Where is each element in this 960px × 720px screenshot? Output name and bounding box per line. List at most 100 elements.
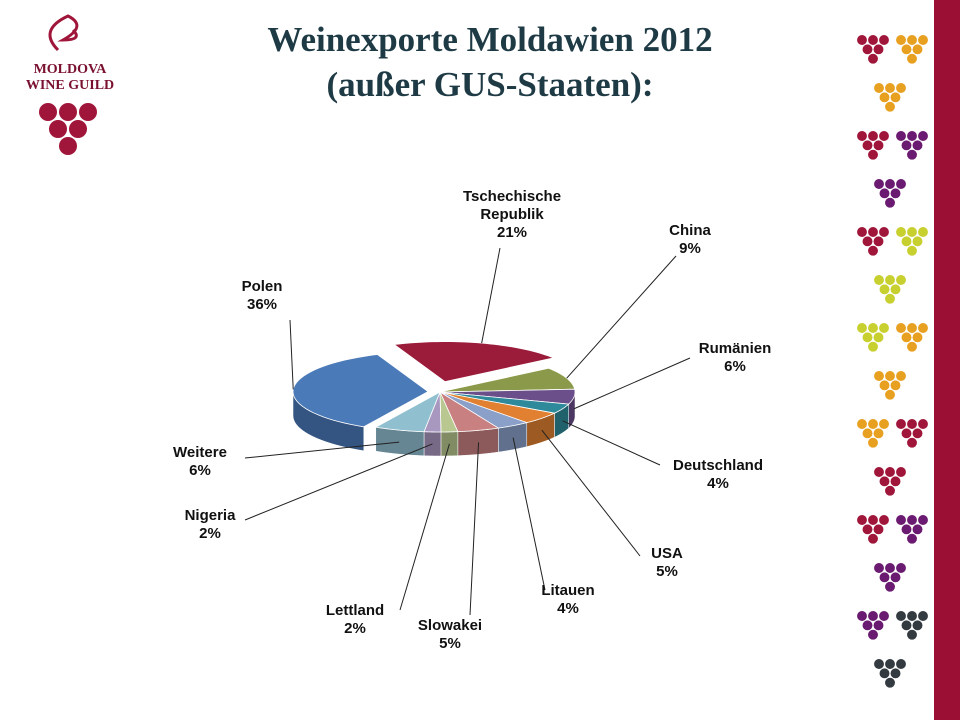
grape	[885, 467, 895, 477]
value-label: 5%	[439, 635, 461, 652]
grape	[901, 428, 912, 439]
grape	[857, 323, 867, 333]
category-label: Litauen	[541, 582, 595, 599]
value-label: 36%	[246, 296, 278, 313]
slice	[439, 391, 459, 433]
grape	[868, 611, 878, 621]
leader-line	[244, 441, 400, 459]
grape	[885, 659, 895, 669]
grape	[873, 620, 884, 631]
grape	[890, 572, 901, 583]
data-label: USA 5%	[651, 545, 683, 581]
grape	[868, 437, 878, 448]
slice-sides	[292, 391, 576, 457]
chart-title: Weinexporte Moldawien 2012	[267, 20, 713, 59]
value-label: 9%	[679, 240, 701, 257]
slice	[439, 388, 576, 405]
grape	[918, 227, 928, 237]
grape	[907, 149, 917, 160]
grape	[912, 236, 923, 247]
grape	[907, 419, 917, 429]
grape	[890, 92, 901, 103]
leader-line	[399, 443, 450, 611]
grape	[862, 524, 873, 535]
grape	[874, 659, 884, 669]
grape	[890, 380, 901, 391]
leader-line	[541, 429, 641, 557]
value-label: 6%	[189, 462, 211, 479]
value-label: 6%	[724, 358, 746, 375]
grape	[879, 227, 889, 237]
grape	[885, 275, 895, 285]
category-label: Slowakei	[417, 617, 483, 634]
logo-line: WINE GUILD	[25, 78, 115, 93]
grape	[901, 524, 912, 535]
grape	[890, 284, 901, 295]
grape	[890, 476, 901, 487]
grape	[874, 179, 884, 189]
category-label: Polen	[241, 278, 283, 295]
data-label: Rumänien 6%	[699, 340, 772, 376]
grape	[901, 44, 912, 55]
slice	[439, 391, 529, 429]
grape	[885, 581, 895, 592]
grape	[918, 35, 928, 45]
grape	[879, 419, 889, 429]
grape	[873, 524, 884, 535]
grape	[862, 236, 873, 247]
grape	[857, 515, 867, 525]
grape	[879, 611, 889, 621]
grape	[874, 563, 884, 573]
grape	[912, 620, 923, 631]
grape	[879, 35, 889, 45]
grape	[862, 332, 873, 343]
category-label: China	[669, 222, 711, 239]
grape	[907, 35, 917, 45]
grape	[907, 227, 917, 237]
grape	[879, 380, 890, 391]
grape	[907, 629, 917, 640]
data-label: Lettland 2%	[326, 602, 384, 638]
grape	[868, 53, 878, 64]
grape	[907, 53, 917, 64]
grape	[879, 668, 890, 679]
side-bar	[934, 0, 960, 720]
grape	[896, 131, 906, 141]
grape	[879, 188, 890, 199]
grape	[874, 275, 884, 285]
grape	[896, 227, 906, 237]
slice-side	[423, 431, 442, 457]
grape	[885, 485, 895, 496]
category-label: Tschechische Republik	[462, 188, 562, 223]
grape	[896, 179, 906, 189]
grape	[896, 83, 906, 93]
grape	[896, 563, 906, 573]
grape	[857, 131, 867, 141]
value-label: 2%	[344, 620, 366, 637]
grape	[873, 332, 884, 343]
grape	[868, 419, 878, 429]
grape	[907, 245, 917, 256]
value-label: 2%	[199, 525, 221, 542]
grape	[896, 323, 906, 333]
grape	[918, 419, 928, 429]
leader-line	[289, 319, 294, 390]
grape	[912, 524, 923, 535]
grape	[890, 188, 901, 199]
category-label: USA	[651, 545, 683, 562]
data-label: Litauen 4%	[541, 582, 594, 618]
grape	[868, 35, 878, 45]
grape	[896, 35, 906, 45]
slice	[374, 391, 441, 433]
category-label: Deutschland	[672, 457, 764, 474]
grape	[907, 611, 917, 621]
slice	[439, 390, 500, 433]
grape	[868, 533, 878, 544]
slice	[439, 391, 556, 424]
data-label: Polen 36%	[242, 278, 283, 314]
grape	[885, 389, 895, 400]
grape	[862, 428, 873, 439]
grape	[879, 131, 889, 141]
